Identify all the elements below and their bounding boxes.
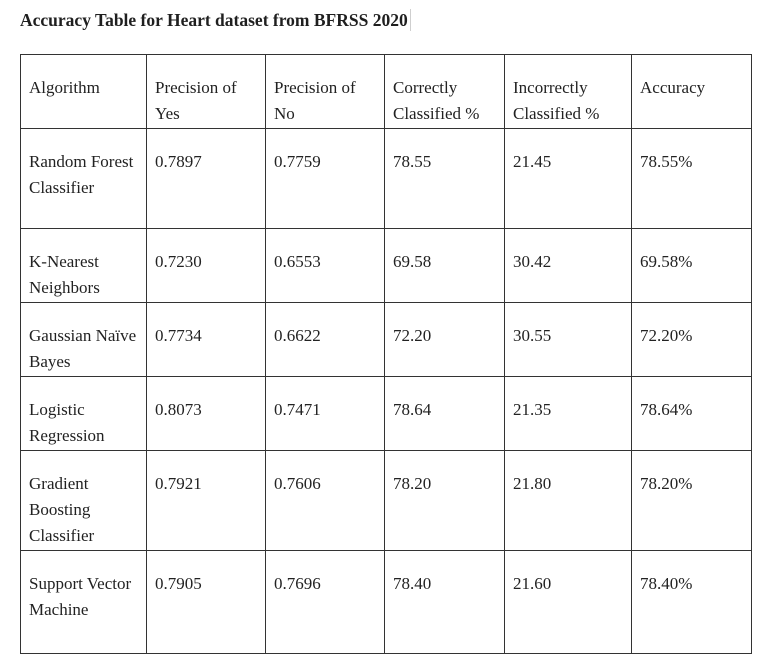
cell-precision-no: 0.7606: [265, 450, 385, 551]
cell-incorrectly-classified: 21.60: [504, 550, 632, 654]
cell-correctly-classified: 78.40: [384, 550, 505, 654]
cell-incorrectly-classified: 21.80: [504, 450, 632, 551]
cell-correctly-classified: 78.64: [384, 376, 505, 451]
cell-correctly-classified: 78.20: [384, 450, 505, 551]
table-row: Gaussian Naïve Bayes 0.7734 0.6622 72.20…: [20, 302, 752, 377]
cell-precision-yes: 0.7921: [146, 450, 266, 551]
accuracy-table: Algorithm Precision of Yes Precision of …: [20, 54, 752, 654]
cell-precision-no: 0.6553: [265, 228, 385, 303]
header-correctly-classified: Correctly Classified %: [384, 54, 505, 129]
cell-incorrectly-classified: 30.42: [504, 228, 632, 303]
cell-accuracy: 78.20%: [631, 450, 752, 551]
cell-accuracy: 78.55%: [631, 128, 752, 229]
cell-precision-no: 0.6622: [265, 302, 385, 377]
table-row: Support Vector Machine 0.7905 0.7696 78.…: [20, 550, 752, 654]
cell-precision-no: 0.7696: [265, 550, 385, 654]
table-header-row: Algorithm Precision of Yes Precision of …: [20, 54, 752, 129]
cell-algorithm: Support Vector Machine: [20, 550, 147, 654]
cell-precision-no: 0.7471: [265, 376, 385, 451]
table-row: Gradient Boosting Classifier 0.7921 0.76…: [20, 450, 752, 551]
cell-algorithm: Gradient Boosting Classifier: [20, 450, 147, 551]
cell-accuracy: 78.40%: [631, 550, 752, 654]
cell-incorrectly-classified: 21.35: [504, 376, 632, 451]
header-algorithm: Algorithm: [20, 54, 147, 129]
header-precision-no: Precision of No: [265, 54, 385, 129]
cell-algorithm: Random Forest Classifier: [20, 128, 147, 229]
cell-precision-yes: 0.7734: [146, 302, 266, 377]
cell-algorithm: Logistic Regression: [20, 376, 147, 451]
cell-algorithm: Gaussian Naïve Bayes: [20, 302, 147, 377]
cell-algorithm: K-Nearest Neighbors: [20, 228, 147, 303]
cell-precision-no: 0.7759: [265, 128, 385, 229]
table-row: K-Nearest Neighbors 0.7230 0.6553 69.58 …: [20, 228, 752, 303]
cell-accuracy: 78.64%: [631, 376, 752, 451]
cell-incorrectly-classified: 21.45: [504, 128, 632, 229]
page-title: Accuracy Table for Heart dataset from BF…: [20, 9, 411, 31]
table-row: Random Forest Classifier 0.7897 0.7759 7…: [20, 128, 752, 229]
cell-precision-yes: 0.7897: [146, 128, 266, 229]
cell-incorrectly-classified: 30.55: [504, 302, 632, 377]
cell-correctly-classified: 72.20: [384, 302, 505, 377]
cell-precision-yes: 0.7905: [146, 550, 266, 654]
table-row: Logistic Regression 0.8073 0.7471 78.64 …: [20, 376, 752, 451]
header-incorrectly-classified: Incorrectly Classified %: [504, 54, 632, 129]
cell-correctly-classified: 69.58: [384, 228, 505, 303]
header-accuracy: Accuracy: [631, 54, 752, 129]
header-precision-yes: Precision of Yes: [146, 54, 266, 129]
cell-accuracy: 72.20%: [631, 302, 752, 377]
cell-precision-yes: 0.8073: [146, 376, 266, 451]
cell-precision-yes: 0.7230: [146, 228, 266, 303]
cell-accuracy: 69.58%: [631, 228, 752, 303]
cell-correctly-classified: 78.55: [384, 128, 505, 229]
